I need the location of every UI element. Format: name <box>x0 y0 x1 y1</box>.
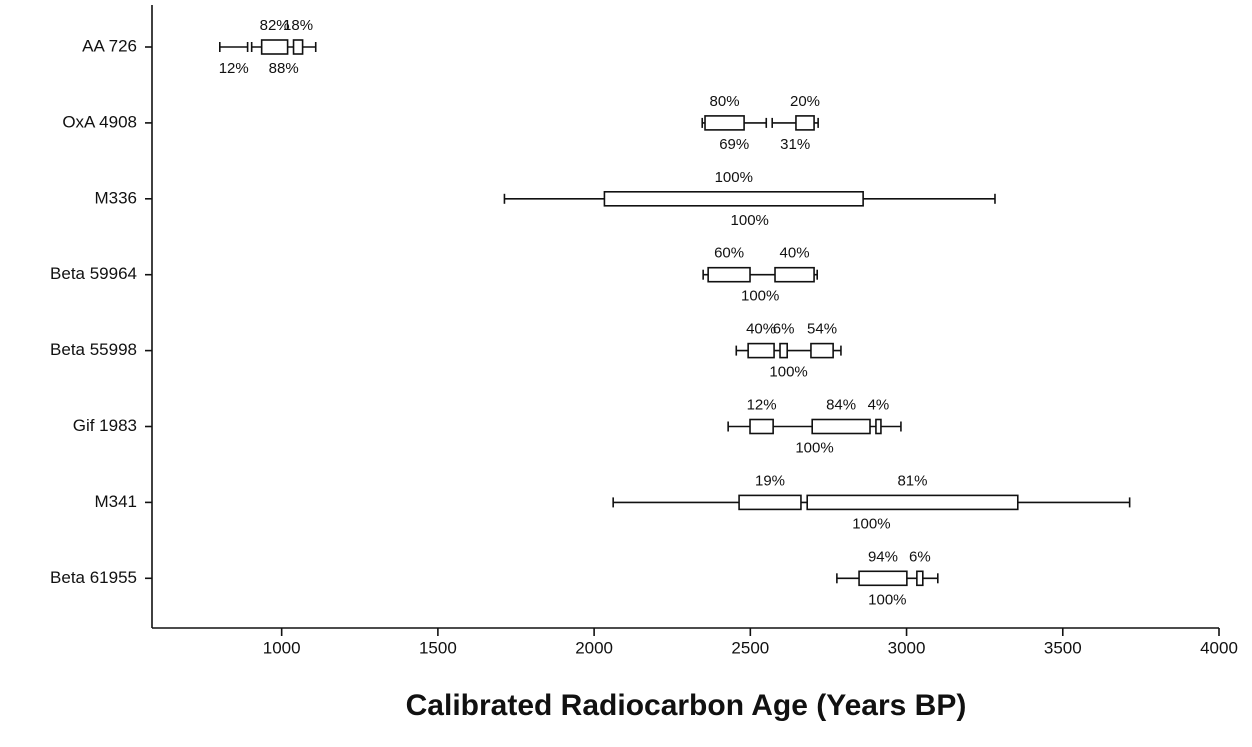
x-tick-label: 1500 <box>419 638 457 657</box>
x-tick-label: 2500 <box>731 638 769 657</box>
x-tick-label: 2000 <box>575 638 613 657</box>
one-sigma-range <box>260 39 289 55</box>
one-sigma-percent: 84% <box>826 396 856 413</box>
one-sigma-percent: 40% <box>780 245 810 262</box>
one-sigma-percent: 54% <box>807 321 837 338</box>
one-sigma-percent: 18% <box>283 17 313 34</box>
one-sigma-range <box>811 418 871 435</box>
two-sigma-percent: 100% <box>731 212 769 229</box>
one-sigma-percent: 4% <box>868 396 890 413</box>
one-sigma-percent: 6% <box>773 321 795 338</box>
two-sigma-percent: 100% <box>795 439 833 456</box>
one-sigma-range <box>292 39 304 55</box>
x-tick-label: 1000 <box>263 638 301 657</box>
one-sigma-range <box>810 342 834 359</box>
one-sigma-range <box>749 418 774 435</box>
one-sigma-percent: 20% <box>790 93 820 110</box>
two-sigma-percent: 100% <box>741 288 779 305</box>
one-sigma-range <box>738 494 802 511</box>
one-sigma-range <box>779 342 789 359</box>
one-sigma-range <box>707 266 751 283</box>
one-sigma-percent: 81% <box>897 472 927 489</box>
one-sigma-range <box>774 266 815 283</box>
one-sigma-percent: 94% <box>868 548 898 565</box>
one-sigma-range <box>875 418 882 435</box>
one-sigma-percent: 100% <box>715 169 753 186</box>
one-sigma-percent: 12% <box>747 396 777 413</box>
one-sigma-range <box>916 570 924 587</box>
sample-label: M341 <box>94 492 137 511</box>
one-sigma-range <box>806 494 1019 511</box>
one-sigma-percent: 60% <box>714 245 744 262</box>
two-sigma-percent: 100% <box>852 515 890 532</box>
sample-label: AA 726 <box>82 36 137 55</box>
sample-label: M336 <box>94 188 137 207</box>
two-sigma-percent: 31% <box>780 136 810 153</box>
one-sigma-percent: 19% <box>755 472 785 489</box>
sample-label: Beta 61955 <box>50 568 137 587</box>
one-sigma-range <box>795 115 815 131</box>
one-sigma-percent: 82% <box>260 17 290 34</box>
sample-label: Beta 55998 <box>50 340 137 359</box>
x-tick-label: 3000 <box>888 638 926 657</box>
x-tick-label: 4000 <box>1200 638 1238 657</box>
sample-label: Beta 59964 <box>50 264 137 283</box>
x-tick-label: 3500 <box>1044 638 1082 657</box>
two-sigma-percent: 100% <box>769 364 807 381</box>
one-sigma-range <box>603 191 864 207</box>
one-sigma-percent: 80% <box>710 93 740 110</box>
two-sigma-percent: 88% <box>269 60 299 77</box>
x-axis-title: Calibrated Radiocarbon Age (Years BP) <box>406 689 967 722</box>
one-sigma-percent: 40% <box>746 321 776 338</box>
one-sigma-percent: 6% <box>909 548 931 565</box>
sample-label: Gif 1983 <box>73 416 137 435</box>
two-sigma-percent: 12% <box>219 60 249 77</box>
two-sigma-percent: 100% <box>868 591 906 608</box>
one-sigma-range <box>858 570 908 587</box>
one-sigma-range <box>704 115 745 131</box>
one-sigma-range <box>747 342 775 359</box>
two-sigma-percent: 69% <box>719 136 749 153</box>
sample-label: OxA 4908 <box>62 112 137 131</box>
